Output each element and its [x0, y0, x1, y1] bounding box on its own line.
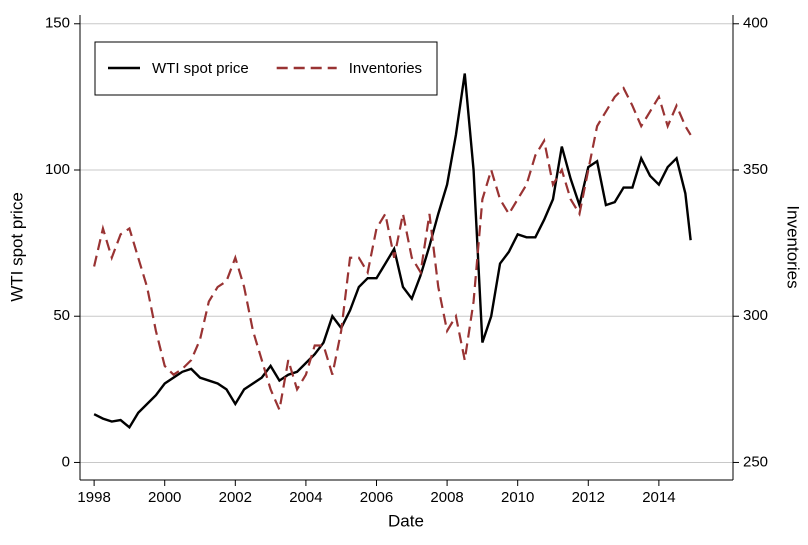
- y2-axis-label: Inventories: [784, 205, 803, 288]
- y2-tick-label: 300: [743, 307, 768, 324]
- data-line: [93, 86, 692, 414]
- x-tick-label: 2010: [501, 489, 534, 506]
- x-tick-label: 2014: [642, 489, 675, 506]
- y2-tick-label: 250: [743, 453, 768, 470]
- y2-tick-label: 400: [743, 15, 768, 32]
- legend-label: WTI spot price: [152, 60, 249, 77]
- x-tick-label: 2002: [219, 489, 252, 506]
- x-axis-label: Date: [388, 511, 424, 530]
- y-axis-label: WTI spot price: [7, 192, 26, 302]
- data-line: [93, 73, 692, 430]
- x-tick-label: 1998: [77, 489, 110, 506]
- x-tick-label: 2012: [572, 489, 605, 506]
- y-tick-label: 100: [45, 161, 70, 178]
- x-tick-label: 2000: [148, 489, 181, 506]
- legend-box: [94, 41, 438, 96]
- y-tick-label: 0: [62, 453, 70, 470]
- y-tick-label: 50: [53, 307, 70, 324]
- legend-label: Inventories: [349, 60, 422, 77]
- x-tick-label: 2008: [430, 489, 463, 506]
- x-tick-label: 2004: [289, 489, 322, 506]
- x-tick-label: 2006: [360, 489, 393, 506]
- y2-tick-label: 350: [743, 161, 768, 178]
- y-tick-label: 150: [45, 15, 70, 32]
